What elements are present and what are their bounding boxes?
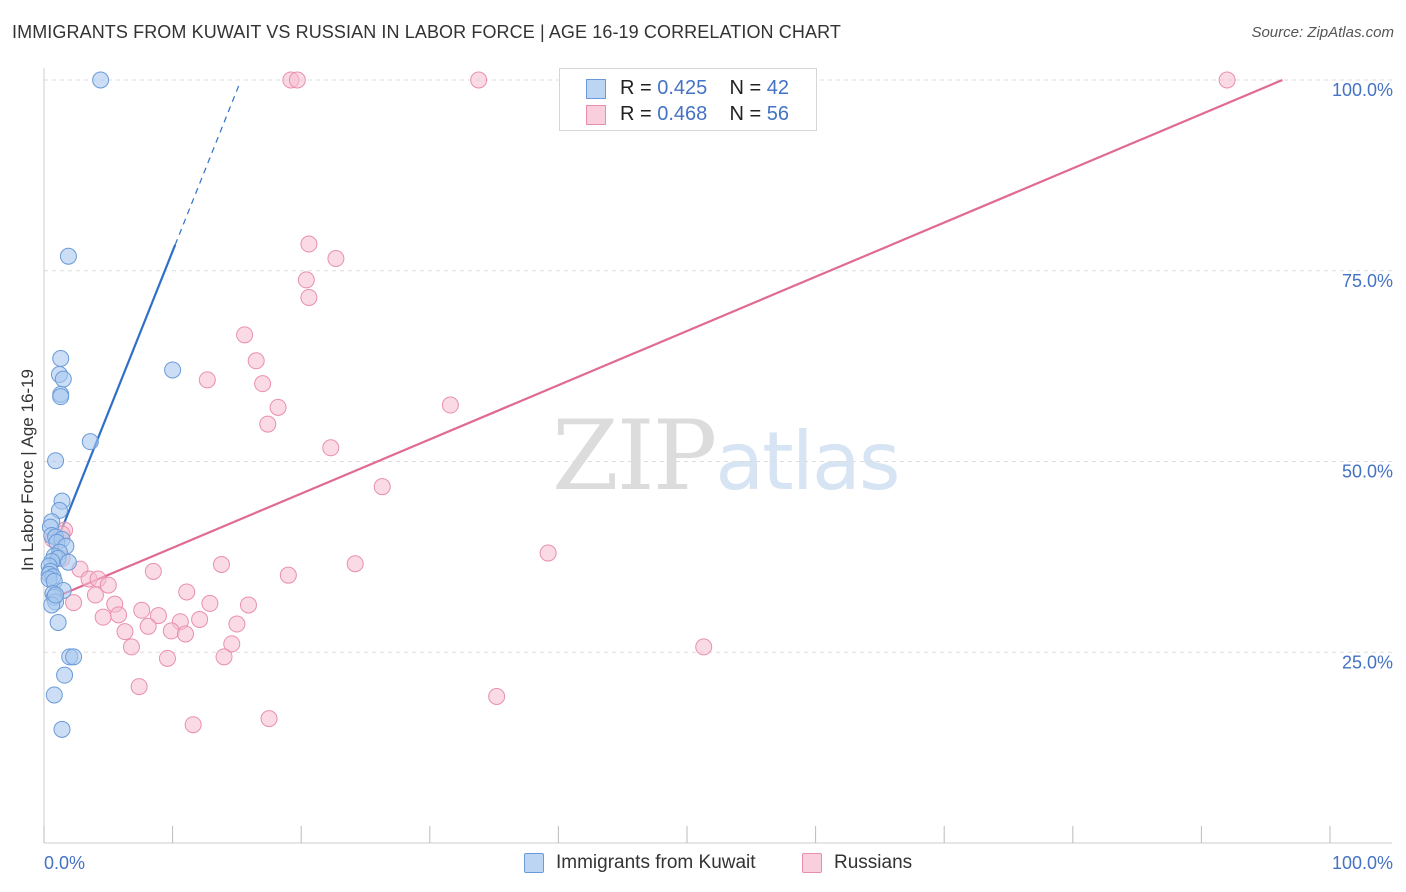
- point-russians: [178, 583, 196, 601]
- point-russians: [212, 556, 230, 574]
- point-kuwait: [65, 648, 83, 666]
- bottom-legend-label-kuwait: Immigrants from Kuwait: [556, 852, 756, 873]
- legend-text-kuwait: R = 0.425 N = 42: [620, 77, 789, 100]
- point-russians: [99, 576, 117, 594]
- y-tick-label: 25.0%: [1342, 652, 1393, 672]
- point-russians: [239, 596, 257, 614]
- point-russians: [94, 608, 112, 626]
- point-kuwait: [52, 388, 70, 406]
- grid-layer: [44, 79, 1392, 653]
- point-kuwait: [54, 370, 72, 388]
- chart-title: IMMIGRANTS FROM KUWAIT VS RUSSIAN IN LAB…: [12, 22, 841, 42]
- y-tick-label: 75.0%: [1342, 271, 1393, 291]
- point-russians: [297, 271, 315, 289]
- bottom-legend-swatch-kuwait: [524, 853, 544, 873]
- x-tick-label: 100.0%: [1332, 853, 1393, 873]
- point-russians: [130, 678, 148, 696]
- trend-line-kuwait-extension: [174, 83, 241, 246]
- point-russians: [236, 326, 254, 344]
- point-russians: [122, 638, 140, 656]
- bottom-legend-swatch-russians: [802, 853, 822, 873]
- points-layer: [40, 71, 1236, 738]
- point-russians: [65, 594, 83, 612]
- point-russians: [539, 544, 557, 562]
- point-russians: [327, 250, 345, 268]
- legend-n-label: N =: [729, 103, 767, 125]
- legend-r-label: R =: [620, 77, 658, 99]
- point-russians: [176, 625, 194, 643]
- point-russians: [260, 710, 278, 728]
- point-kuwait: [52, 349, 70, 367]
- bottom-legend-label-russians: Russians: [834, 852, 913, 873]
- point-kuwait: [164, 361, 182, 379]
- point-russians: [184, 716, 202, 734]
- point-kuwait: [81, 433, 99, 451]
- point-russians: [259, 415, 277, 433]
- point-russians: [110, 606, 128, 624]
- point-kuwait: [45, 686, 63, 704]
- point-russians: [288, 71, 306, 89]
- point-kuwait: [53, 720, 71, 738]
- source-label: Source: ZipAtlas.com: [1251, 24, 1394, 41]
- point-russians: [223, 635, 241, 653]
- point-kuwait: [56, 666, 74, 684]
- point-kuwait: [92, 71, 110, 89]
- legend-n-value: 42: [766, 77, 790, 99]
- y-tick-label: 50.0%: [1342, 462, 1393, 482]
- point-kuwait: [47, 452, 65, 470]
- point-russians: [322, 439, 340, 457]
- legend-n-label: N =: [729, 77, 767, 99]
- tick-label-layer: 25.0% 50.0% 75.0% 100.0% 0.0% 100.0%: [44, 80, 1393, 873]
- trend-layer: [47, 78, 1283, 602]
- point-russians: [695, 638, 713, 656]
- point-russians: [144, 562, 162, 580]
- watermark-zip: ZIP: [552, 400, 717, 512]
- point-russians: [441, 396, 459, 414]
- legend-text-russians: R = 0.468 N = 56: [620, 103, 789, 126]
- point-russians: [86, 586, 104, 604]
- point-russians: [191, 610, 209, 628]
- point-kuwait: [49, 613, 67, 631]
- point-kuwait: [47, 586, 65, 604]
- legend-swatch-kuwait: [586, 79, 606, 99]
- point-russians: [279, 566, 297, 584]
- point-kuwait: [59, 553, 77, 571]
- stats-legend: R = 0.425 N = 42 R = 0.468 N = 56: [559, 68, 817, 131]
- x-tick-label: 0.0%: [44, 853, 85, 873]
- point-russians: [269, 398, 287, 416]
- point-russians: [300, 288, 318, 306]
- point-russians: [1218, 71, 1236, 89]
- point-russians: [228, 615, 246, 633]
- trend-line-russians: [47, 78, 1283, 602]
- point-russians: [158, 649, 176, 667]
- point-russians: [201, 594, 219, 612]
- point-russians: [373, 478, 391, 496]
- point-russians: [300, 235, 318, 253]
- legend-r-value: 0.468: [657, 103, 708, 125]
- point-russians: [346, 555, 364, 573]
- point-russians: [139, 617, 157, 635]
- legend-n-value: 56: [766, 103, 790, 125]
- legend-swatch-russians: [586, 105, 606, 125]
- point-russians: [149, 607, 167, 625]
- point-russians: [470, 71, 488, 89]
- y-axis-label: In Labor Force | Age 16-19: [18, 369, 37, 571]
- point-russians: [116, 623, 134, 641]
- point-russians: [254, 375, 272, 393]
- legend-r-label: R =: [620, 103, 658, 125]
- point-russians: [247, 352, 265, 370]
- point-russians: [198, 371, 216, 389]
- y-tick-label: 100.0%: [1332, 80, 1393, 100]
- point-russians: [133, 601, 151, 619]
- axis-layer: [43, 68, 1392, 844]
- point-kuwait: [59, 247, 77, 265]
- point-russians: [488, 688, 506, 706]
- trend-line-kuwait: [48, 244, 177, 562]
- point-russians: [215, 648, 233, 666]
- legend-r-value: 0.425: [657, 77, 708, 99]
- point-russians: [162, 622, 180, 640]
